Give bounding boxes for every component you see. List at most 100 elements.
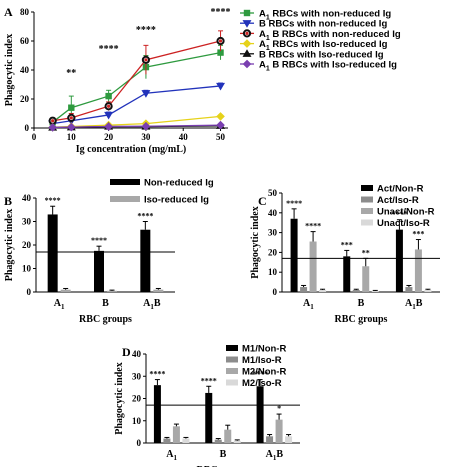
panel-d-bar [172, 426, 180, 443]
panel-b-category-label: B [102, 298, 109, 309]
panel-a-significance: **** [99, 44, 119, 55]
panel-d-category-label: A1B [266, 449, 284, 462]
panel-a-data-point-center [107, 104, 111, 108]
panel-c-legend-swatch [361, 196, 373, 203]
panel-a-data-point [216, 120, 225, 130]
panel-c-bar [290, 218, 298, 292]
panel-c-x-axis-label: RBC groups [335, 314, 388, 325]
panel-d-bar [205, 392, 213, 443]
panel-a-y-tick-label: 0 [25, 123, 30, 133]
panel-b-bar [107, 290, 117, 292]
panel-a-data-point [105, 92, 112, 100]
panel-c-y-tick-label: 0 [273, 287, 278, 297]
panel-d-legend-label: M2/Non-R [242, 367, 286, 378]
panel-b-y-tick-label: 0 [27, 287, 32, 297]
panel-d-bar [214, 439, 222, 443]
panel-c-bar [362, 266, 370, 292]
panel-b-label: B [4, 194, 12, 208]
panel-b-y-axis-label: Phagocytic index [4, 209, 15, 282]
panel-a-legend-marker [243, 9, 251, 17]
panel-a-significance: ** [66, 68, 76, 79]
panel-b-legend-label: Iso-reduced Ig [144, 195, 209, 206]
panel-a-series-line [52, 51, 221, 123]
panel-d-legend-swatch [226, 356, 238, 363]
panel-a-legend-label: B RBCs with Iso-reduced Ig [259, 49, 384, 60]
panel-a-x-tick-label: 30 [141, 132, 151, 142]
panel-b-bar [94, 250, 104, 292]
panel-a-label: A [4, 5, 13, 19]
panel-d-y-tick-label: 40 [132, 349, 142, 359]
panel-a-y-tick-label: 40 [20, 65, 30, 75]
panel-c-bar [424, 290, 432, 292]
panel-a-legend-marker [242, 49, 252, 57]
panel-c-bar [405, 287, 413, 292]
panel-a-legend-label: B RBCs with non-reduced Ig [259, 19, 387, 30]
panel-c-bar [371, 291, 379, 292]
panel-a-data-point [141, 121, 151, 131]
panel-a-data-point-center [144, 58, 148, 62]
panel-d-y-axis-label: Phagocytic index [114, 362, 125, 435]
panel-c-legend-swatch [361, 219, 373, 226]
panel-a-x-tick-label: 10 [67, 132, 77, 142]
panel-a-legend-marker [242, 20, 252, 28]
panel-c-category-label: A1 [303, 298, 314, 311]
panel-a-legend-marker-center [245, 31, 249, 35]
panel-c-legend-swatch [361, 185, 373, 191]
panel-c-bar [343, 256, 351, 292]
panel-c-bar [414, 249, 422, 292]
panel-a-significance: **** [211, 7, 231, 18]
panel-d-legend-swatch [226, 345, 238, 351]
panel-b-y-tick-label: 20 [22, 240, 32, 250]
panel-a-significance: **** [136, 25, 156, 36]
panel-a-data-point [216, 112, 225, 121]
panel-b-y-tick-label: 40 [22, 193, 32, 203]
panel-a-x-tick-label: 40 [179, 132, 189, 142]
panel-c-bar [300, 287, 308, 292]
panel-d-significance: * [277, 404, 281, 413]
panel-c-y-tick-label: 30 [268, 228, 278, 238]
panel-c-bar [395, 229, 403, 292]
panel-c-legend-label: Unact/Iso-R [377, 218, 430, 229]
panel-c-bar [309, 241, 317, 292]
panel-d-category-label: A1 [166, 449, 177, 462]
panel-a-x-axis-label: Ig concentration (mg/mL) [76, 144, 187, 155]
panel-a-legend-marker [242, 39, 252, 48]
panel-d-bar [163, 438, 171, 443]
panel-c-y-tick-label: 50 [268, 188, 278, 198]
panel-a-data-point [48, 123, 57, 132]
panel-a-legend-label: A1 B RBCs with non-reduced Ig [259, 29, 401, 42]
panel-d-legend-swatch [226, 368, 238, 374]
panel-c-y-tick-label: 10 [268, 267, 278, 277]
panel-d-bar [266, 436, 274, 443]
panel-c-legend-label: Unact/Non-R [377, 207, 435, 218]
panel-a-y-tick-label: 20 [20, 94, 30, 104]
panel-c-legend-label: Act/Non-R [377, 184, 424, 195]
panel-b-bar [140, 229, 151, 292]
panel-b-category-label: A1 [54, 298, 65, 311]
panel-d-bar [285, 436, 293, 443]
panel-d-bar [256, 386, 264, 443]
panel-d-significance: **** [149, 370, 165, 379]
panel-b-bar [153, 289, 164, 292]
panel-a-x-tick-label: 50 [216, 132, 226, 142]
panel-b-bar [47, 214, 58, 292]
panel-c-significance: ** [362, 248, 370, 257]
panel-a-data-point [141, 90, 151, 98]
panel-d-legend-label: M1/Iso-R [242, 355, 282, 366]
panel-d-y-tick-label: 10 [132, 416, 142, 426]
panel-c-label: C [258, 194, 267, 208]
panel-d-y-tick-label: 20 [132, 394, 142, 404]
panel-a-data-point [68, 104, 75, 111]
panel-c-significance: *** [412, 230, 424, 239]
panel-b-category-label: A1B [143, 298, 161, 311]
panel-a-y-axis-label: Phagocytic index [4, 34, 15, 107]
panel-a-data-point [104, 111, 114, 120]
panel-a-data-point-center [51, 119, 55, 123]
panel-a-data-point-center [69, 116, 73, 120]
panel-a-y-tick-label: 80 [20, 7, 30, 17]
panel-d-bar [275, 419, 283, 443]
panel-d-category-label: B [220, 449, 227, 460]
